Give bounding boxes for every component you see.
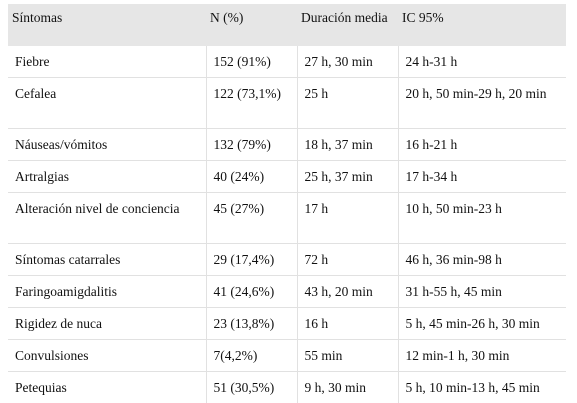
table-row: Síntomas catarrales 29 (17,4%) 72 h 46 h…: [8, 243, 566, 276]
header-row: Síntomas N (%) Duración media IC 95%: [8, 4, 566, 46]
cell-ci: 46 h, 36 min-98 h: [397, 243, 566, 276]
cell-symptom: Alteración nivel de conciencia: [8, 192, 206, 244]
table-row: Petequias 51 (30,5%) 9 h, 30 min 5 h, 10…: [8, 371, 566, 403]
cell-n: 51 (30,5%): [205, 371, 297, 403]
table-row: Artralgias 40 (24%) 25 h, 37 min 17 h-34…: [8, 160, 566, 193]
header-mean-duration: Duración media: [297, 4, 398, 46]
cell-n: 41 (24,6%): [205, 275, 297, 308]
cell-ci: 16 h-21 h: [397, 128, 566, 161]
table-row: Fiebre 152 (91%) 27 h, 30 min 24 h-31 h: [8, 46, 566, 78]
table-row: Convulsiones 7(4,2%) 55 min 12 min-1 h, …: [8, 339, 566, 372]
cell-duration: 72 h: [296, 243, 398, 276]
cell-ci: 17 h-34 h: [397, 160, 566, 193]
header-n-percent: N (%): [206, 4, 297, 46]
cell-n: 7(4,2%): [205, 339, 297, 372]
cell-duration: 17 h: [296, 192, 398, 244]
table-row: Faringoamigdalitis 41 (24,6%) 43 h, 20 m…: [8, 275, 566, 308]
cell-duration: 25 h: [296, 77, 398, 129]
cell-symptom: Artralgias: [8, 160, 206, 193]
cell-symptom: Náuseas/vómitos: [8, 128, 206, 161]
cell-duration: 55 min: [296, 339, 398, 372]
cell-ci: 20 h, 50 min-29 h, 20 min: [397, 77, 566, 129]
cell-n: 40 (24%): [205, 160, 297, 193]
cell-duration: 16 h: [296, 307, 398, 340]
cell-ci: 24 h-31 h: [397, 46, 566, 78]
cell-ci: 10 h, 50 min-23 h: [397, 192, 566, 244]
cell-n: 152 (91%): [205, 46, 297, 78]
symptoms-table: Síntomas N (%) Duración media IC 95% Fie…: [8, 4, 566, 403]
cell-n: 23 (13,8%): [205, 307, 297, 340]
table-body: Fiebre 152 (91%) 27 h, 30 min 24 h-31 h …: [8, 46, 566, 403]
cell-ci: 12 min-1 h, 30 min: [397, 339, 566, 372]
cell-symptom: Cefalea: [8, 77, 206, 129]
cell-duration: 9 h, 30 min: [296, 371, 398, 403]
cell-symptom: Rigidez de nuca: [8, 307, 206, 340]
cell-n: 132 (79%): [205, 128, 297, 161]
cell-duration: 18 h, 37 min: [296, 128, 398, 161]
table-header: Síntomas N (%) Duración media IC 95%: [8, 4, 566, 46]
cell-ci: 5 h, 45 min-26 h, 30 min: [397, 307, 566, 340]
cell-ci: 31 h-55 h, 45 min: [397, 275, 566, 308]
cell-symptom: Fiebre: [8, 46, 206, 78]
table-row: Cefalea 122 (73,1%) 25 h 20 h, 50 min-29…: [8, 77, 566, 129]
cell-symptom: Síntomas catarrales: [8, 243, 206, 276]
table-row: Náuseas/vómitos 132 (79%) 18 h, 37 min 1…: [8, 128, 566, 161]
header-ci95: IC 95%: [398, 4, 566, 46]
cell-ci: 5 h, 10 min-13 h, 45 min: [397, 371, 566, 403]
cell-symptom: Petequias: [15, 380, 67, 395]
cell-n: 122 (73,1%): [205, 77, 297, 129]
cell-duration: 27 h, 30 min: [296, 46, 398, 78]
cell-n: 29 (17,4%): [205, 243, 297, 276]
cell-symptom: Convulsiones: [8, 339, 206, 372]
cell-symptom: Faringoamigdalitis: [8, 275, 206, 308]
cell-duration: 43 h, 20 min: [296, 275, 398, 308]
table-row: Rigidez de nuca 23 (13,8%) 16 h 5 h, 45 …: [8, 307, 566, 340]
cell-duration: 25 h, 37 min: [296, 160, 398, 193]
table-row: Alteración nivel de conciencia 45 (27%) …: [8, 192, 566, 244]
header-symptoms: Síntomas: [8, 4, 206, 46]
cell-n: 45 (27%): [205, 192, 297, 244]
